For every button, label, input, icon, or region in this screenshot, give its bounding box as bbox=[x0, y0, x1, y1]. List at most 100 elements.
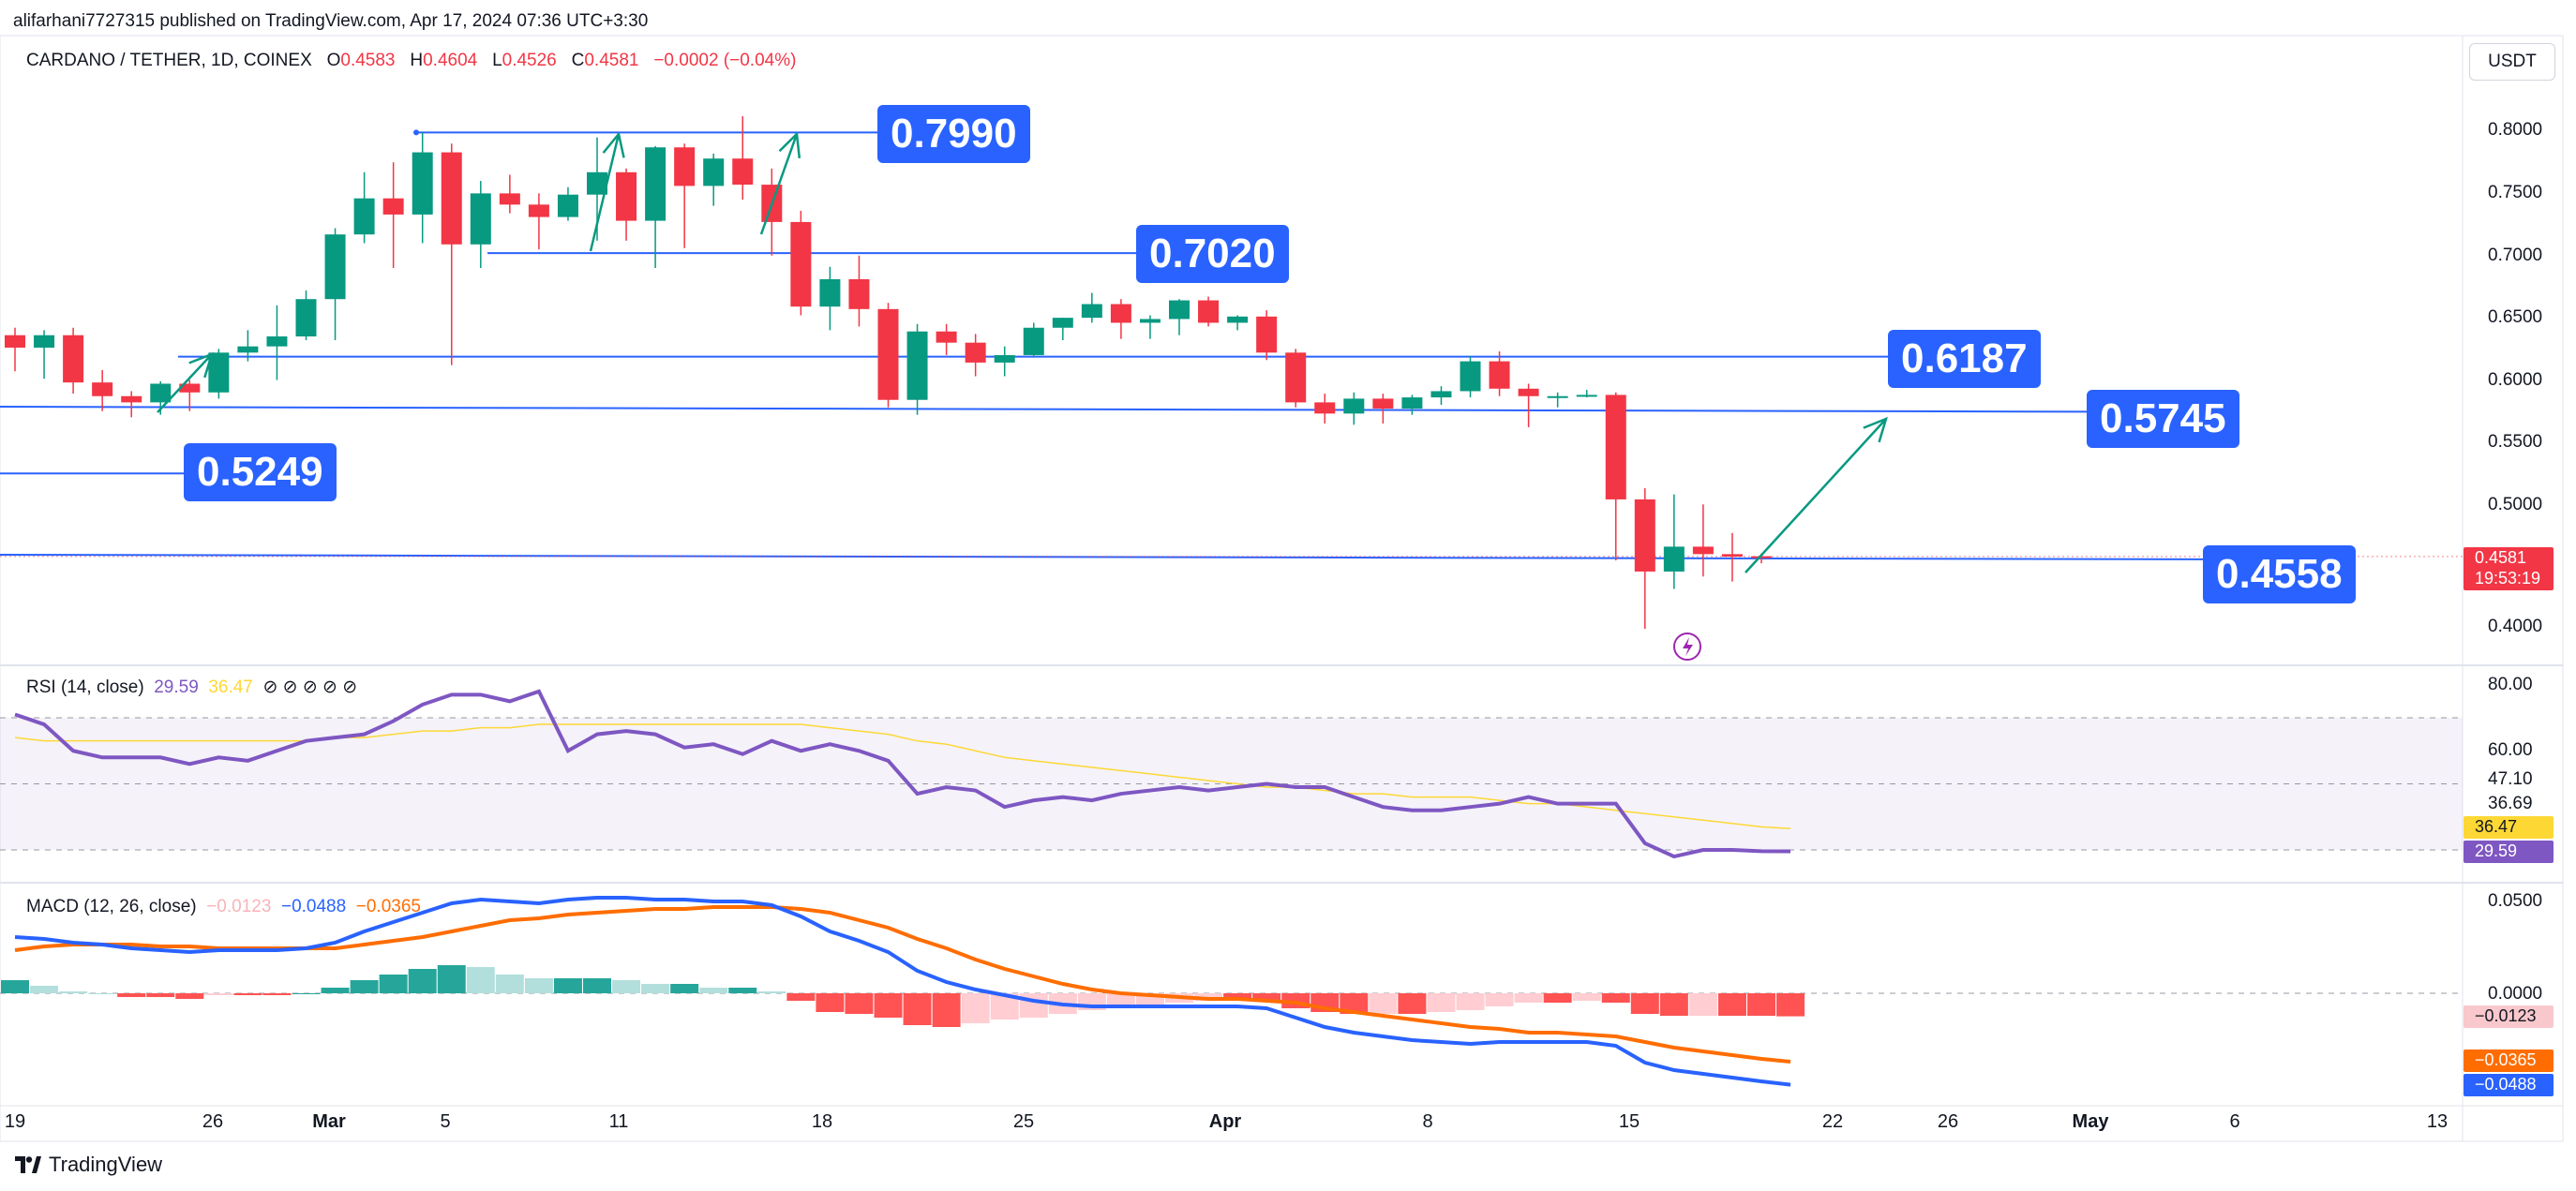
rsi-line bbox=[14, 689, 1791, 859]
candle-body bbox=[1518, 388, 1539, 396]
open-value: 0.4583 bbox=[340, 51, 396, 70]
macd-hist-bar bbox=[583, 978, 611, 993]
macd-hist-tag: −0.0123 bbox=[2464, 1005, 2554, 1028]
tradingview-logo[interactable]: TradingView bbox=[15, 1153, 162, 1177]
candle-body bbox=[674, 147, 696, 186]
time-tick: 26 bbox=[202, 1111, 224, 1132]
flash-icon bbox=[1673, 633, 1701, 661]
macd-hist-bar bbox=[786, 993, 816, 1001]
candle-body bbox=[1547, 395, 1568, 398]
trend-arrow bbox=[157, 353, 213, 413]
macd-hist-bar bbox=[146, 993, 175, 997]
macd-hist-bar bbox=[204, 993, 233, 995]
close-value: 0.4581 bbox=[584, 51, 639, 70]
macd-hist-bar bbox=[1659, 993, 1688, 1016]
macd-hist-value: −0.0123 bbox=[206, 897, 272, 916]
time-tick: 25 bbox=[1012, 1111, 1035, 1132]
macd-hist-bar bbox=[641, 984, 670, 993]
time-tick: 26 bbox=[1937, 1111, 1959, 1132]
rsi-tick: 47.10 bbox=[2488, 769, 2533, 789]
trend-arrow-head bbox=[602, 131, 625, 158]
currency-button[interactable]: USDT bbox=[2469, 43, 2555, 81]
rsi-value-tag: 29.59 bbox=[2464, 841, 2554, 863]
candle-body bbox=[1081, 304, 1102, 319]
level-badge-0-7990[interactable]: 0.7990 bbox=[877, 105, 1030, 163]
level-badge-0-5249[interactable]: 0.5249 bbox=[184, 443, 337, 501]
price-tick: 0.8000 bbox=[2488, 120, 2543, 140]
macd-line-tag: −0.0488 bbox=[2464, 1074, 2554, 1096]
macd-hist-bar bbox=[321, 988, 350, 993]
price-tick: 0.5000 bbox=[2488, 495, 2543, 514]
trend-arrow bbox=[589, 133, 621, 252]
candle-body bbox=[266, 336, 288, 347]
low-label: L bbox=[492, 51, 502, 70]
level-badge-0-5745[interactable]: 0.5745 bbox=[2087, 390, 2239, 448]
macd-hist-bar bbox=[1427, 993, 1456, 1012]
open-label: O bbox=[326, 51, 341, 70]
high-value: 0.4604 bbox=[423, 51, 478, 70]
last-price-tag: 0.4581 19:53:19 bbox=[2464, 547, 2554, 590]
candle-body bbox=[499, 193, 520, 205]
symbol-name[interactable]: CARDANO / TETHER, 1D, COINEX bbox=[26, 51, 312, 70]
macd-hist-bar bbox=[1, 980, 29, 993]
macd-hist-bar bbox=[1485, 993, 1514, 1006]
candle-body bbox=[237, 346, 259, 353]
macd-hist-bar bbox=[1340, 993, 1369, 1014]
rsi-tick: 36.69 bbox=[2488, 794, 2533, 813]
candle-body bbox=[965, 342, 986, 363]
macd-hist-bar bbox=[1747, 993, 1775, 1016]
candle-body bbox=[1227, 316, 1249, 323]
macd-signal-value: −0.0365 bbox=[355, 897, 421, 916]
candle-body bbox=[1139, 319, 1161, 323]
candle-body bbox=[703, 158, 725, 186]
macd-hist-bar bbox=[379, 975, 408, 993]
macd-hist-bar bbox=[1776, 993, 1805, 1017]
bar-countdown: 19:53:19 bbox=[2475, 569, 2541, 588]
macd-title[interactable]: MACD (12, 26, close) bbox=[26, 897, 197, 916]
candle-body bbox=[790, 221, 812, 307]
level-badge-0-4558[interactable]: 0.4558 bbox=[2203, 545, 2356, 603]
candle-body bbox=[848, 278, 870, 309]
level-badge-0-6187[interactable]: 0.6187 bbox=[1888, 330, 2041, 388]
candle-body bbox=[208, 352, 230, 393]
candle-body bbox=[732, 158, 754, 186]
low-value: 0.4526 bbox=[502, 51, 557, 70]
time-tick: 8 bbox=[1422, 1111, 1433, 1132]
price-tick: 0.4000 bbox=[2488, 617, 2543, 636]
macd-hist-bar bbox=[1601, 993, 1630, 1003]
level-badge-0-7020[interactable]: 0.7020 bbox=[1136, 225, 1289, 283]
candle-body bbox=[1052, 318, 1073, 328]
time-tick: 18 bbox=[811, 1111, 833, 1132]
macd-hist-bar bbox=[495, 975, 524, 993]
candle-body bbox=[528, 204, 549, 217]
candle-body bbox=[1576, 395, 1597, 397]
candle-body bbox=[1751, 556, 1772, 558]
candle-body bbox=[1489, 361, 1510, 389]
rsi-tick: 60.00 bbox=[2488, 740, 2533, 760]
candle-body bbox=[179, 383, 201, 393]
candle-body bbox=[295, 299, 317, 337]
time-tick: 11 bbox=[608, 1111, 629, 1132]
macd-hist-bar bbox=[30, 986, 59, 993]
macd-hist-bar bbox=[699, 988, 728, 993]
macd-hist-bar bbox=[88, 993, 117, 994]
candle-body bbox=[587, 171, 607, 195]
rsi-title[interactable]: RSI (14, close) bbox=[26, 677, 144, 697]
macd-hist-bar bbox=[524, 978, 553, 993]
macd-hist-bar bbox=[874, 993, 903, 1018]
rsi-ma-tag: 36.47 bbox=[2464, 816, 2554, 839]
candle-body bbox=[645, 147, 666, 221]
macd-hist-bar bbox=[175, 993, 204, 999]
macd-hist-bar bbox=[1456, 993, 1485, 1010]
price-tick: 0.5500 bbox=[2488, 432, 2543, 452]
candle-body bbox=[1198, 300, 1220, 323]
macd-hist-bar bbox=[117, 993, 146, 997]
macd-hist-bar bbox=[1630, 993, 1659, 1014]
macd-hist-bar bbox=[1688, 993, 1717, 1016]
candle-body bbox=[1023, 327, 1044, 355]
macd-hist-bar bbox=[1543, 993, 1572, 1003]
change-value: −0.0002 (−0.04%) bbox=[653, 51, 797, 70]
time-tick: 19 bbox=[4, 1111, 26, 1132]
attribution-text: alifarhani7727315 published on TradingVi… bbox=[13, 11, 649, 31]
